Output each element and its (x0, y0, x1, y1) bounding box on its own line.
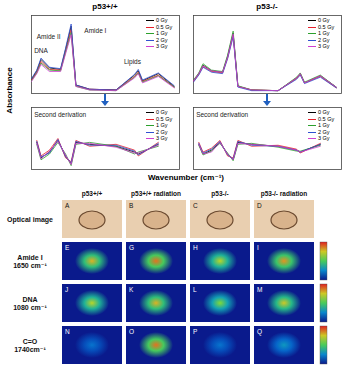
svg-text:1740cm⁻¹: 1740cm⁻¹ (14, 346, 46, 353)
svg-text:H: H (193, 244, 198, 251)
html-text:0.5 Gy: 0.5 Gy (156, 23, 173, 30)
svg-text:C: C (193, 202, 198, 209)
html-text:0.5 Gy: 0.5 Gy (318, 23, 335, 30)
html-text:2 Gy: 2 Gy (318, 128, 330, 135)
svg-text:B: B (129, 202, 133, 209)
svg-text:C=O: C=O (23, 338, 38, 345)
html-text:1 Gy: 1 Gy (318, 30, 330, 36)
svg-text:p53-/-: p53-/- (211, 190, 228, 198)
html-text:3 Gy: 3 Gy (156, 135, 168, 141)
html-text:0 Gy: 0 Gy (156, 17, 168, 23)
svg-text:E: E (65, 244, 70, 251)
html-text:1 Gy: 1 Gy (156, 30, 168, 36)
svg-text:Lipids: Lipids (124, 58, 142, 66)
svg-text:N: N (65, 328, 70, 335)
html-text:p53-/-: p53-/- (256, 2, 278, 11)
svg-text:p53+/+ radiation: p53+/+ radiation (131, 190, 181, 198)
svg-text:Optical image: Optical image (7, 216, 53, 224)
svg-text:G: G (129, 244, 134, 251)
svg-text:M: M (257, 286, 262, 293)
svg-text:Amide II: Amide II (37, 33, 61, 40)
svg-text:P: P (193, 328, 197, 335)
svg-text:Second derivation: Second derivation (196, 111, 248, 118)
html-text:0.5 Gy: 0.5 Gy (318, 115, 335, 122)
html-text:1 Gy: 1 Gy (318, 122, 330, 128)
svg-text:p53-/- radiation: p53-/- radiation (261, 190, 308, 198)
html-text:2 Gy: 2 Gy (156, 36, 168, 43)
svg-text:J: J (65, 286, 68, 293)
html-text:3 Gy: 3 Gy (318, 43, 330, 49)
svg-text:1080 cm⁻¹: 1080 cm⁻¹ (13, 304, 47, 311)
svg-text:K: K (129, 286, 134, 293)
svg-text:p53+/+: p53+/+ (82, 190, 103, 198)
html-text:Wavenumber (cm⁻¹): Wavenumber (cm⁻¹) (148, 173, 224, 182)
html-text:0 Gy: 0 Gy (318, 17, 330, 23)
svg-text:DNA: DNA (34, 47, 48, 54)
svg-text:A: A (65, 202, 70, 209)
svg-text:Amide I: Amide I (17, 254, 42, 261)
html-text:3 Gy: 3 Gy (156, 43, 168, 49)
html-text:1 Gy: 1 Gy (156, 122, 168, 128)
svg-text:Q: Q (257, 328, 262, 336)
html-text:0 Gy: 0 Gy (318, 109, 330, 115)
html-text:Absorbance: Absorbance (4, 67, 14, 114)
svg-text:I: I (257, 244, 259, 251)
svg-text:L: L (193, 286, 197, 293)
html-text:3 Gy: 3 Gy (318, 135, 330, 141)
svg-text:O: O (129, 328, 134, 335)
svg-text:D: D (257, 202, 262, 209)
svg-text:Second derivation: Second derivation (34, 111, 86, 118)
html-text:p53+/+: p53+/+ (92, 2, 118, 11)
html-text:0 Gy: 0 Gy (156, 109, 168, 115)
svg-text:DNA: DNA (22, 296, 37, 303)
html-text:2 Gy: 2 Gy (318, 36, 330, 43)
svg-text:Amide I: Amide I (84, 27, 106, 34)
html-text:2 Gy: 2 Gy (156, 128, 168, 135)
svg-text:1650 cm⁻¹: 1650 cm⁻¹ (13, 262, 47, 269)
html-text:0.5 Gy: 0.5 Gy (156, 115, 173, 122)
